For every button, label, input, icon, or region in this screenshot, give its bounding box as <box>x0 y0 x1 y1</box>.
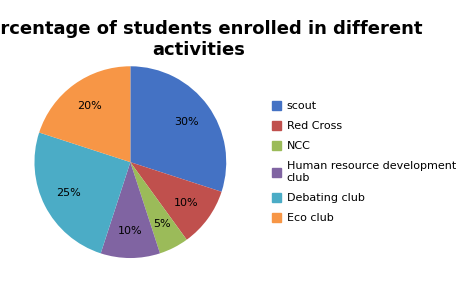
Legend: scout, Red Cross, NCC, Human resource development
club, Debating club, Eco club: scout, Red Cross, NCC, Human resource de… <box>273 101 456 223</box>
Text: Percentage of students enrolled in different
activities: Percentage of students enrolled in diffe… <box>0 20 423 59</box>
Text: 10%: 10% <box>118 226 143 236</box>
Wedge shape <box>130 162 187 253</box>
Wedge shape <box>35 133 130 253</box>
Wedge shape <box>130 162 221 240</box>
Wedge shape <box>39 66 130 162</box>
Wedge shape <box>130 66 226 192</box>
Wedge shape <box>100 162 160 258</box>
Text: 10%: 10% <box>174 198 199 208</box>
Text: 25%: 25% <box>56 188 81 199</box>
Text: 20%: 20% <box>77 101 102 111</box>
Text: 30%: 30% <box>174 116 199 127</box>
Text: 5%: 5% <box>153 219 171 229</box>
